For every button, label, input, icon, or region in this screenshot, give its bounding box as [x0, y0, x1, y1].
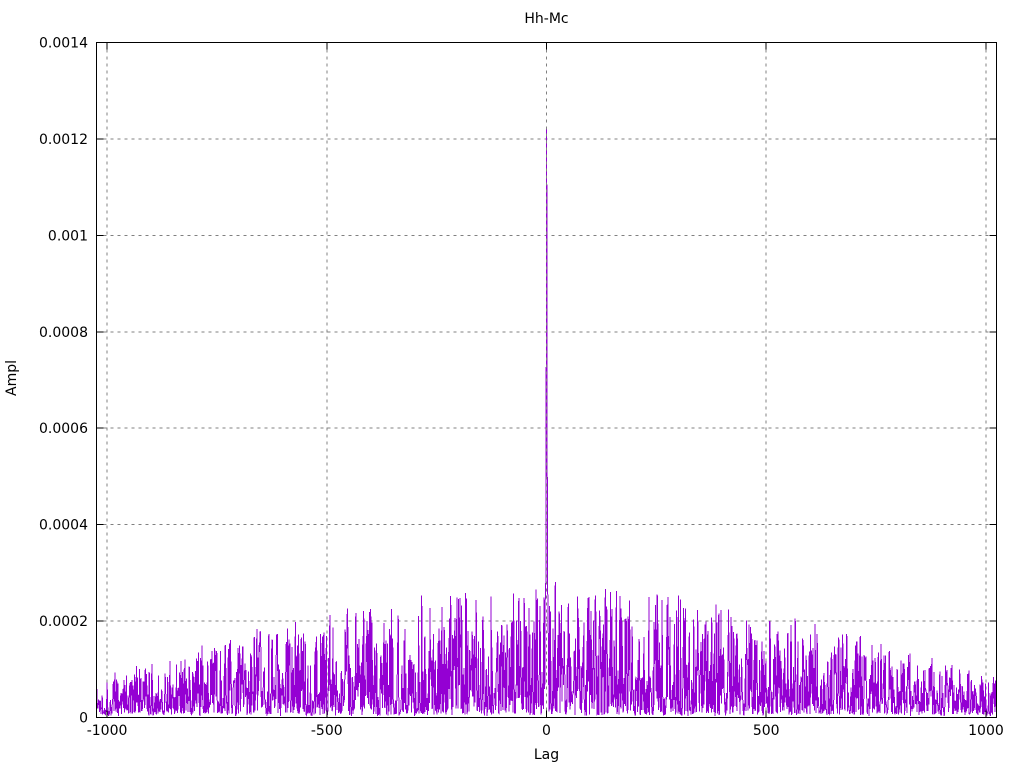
x-tick-label: 0: [542, 723, 551, 739]
y-tick-label: 0.0014: [39, 36, 88, 52]
x-tick-label: 500: [753, 723, 780, 739]
chart-title: Hh-Mc: [524, 11, 569, 27]
data-series-line: [96, 127, 997, 718]
y-tick-label: 0: [79, 711, 88, 727]
y-tick-label: 0.0006: [39, 421, 88, 437]
y-tick-label: 0.0004: [39, 518, 88, 534]
tick-marks: [96, 42, 997, 718]
x-tick-label: 1000: [968, 723, 1004, 739]
x-tick-label: -500: [311, 723, 343, 739]
y-axis-title: Ampl: [4, 360, 20, 396]
y-tick-label: 0.0002: [39, 614, 88, 630]
x-axis-title: Lag: [533, 747, 560, 763]
tick-labels: 0 0.0002 0.0004 0.0006 0.0008 0.001 0.0012 0.00…: [39, 36, 1004, 740]
x-tick-label: -1000: [87, 723, 128, 739]
y-tick-label: 0.001: [48, 228, 88, 244]
y-tick-label: 0.0012: [39, 132, 88, 148]
y-tick-label: 0.0008: [39, 325, 88, 341]
